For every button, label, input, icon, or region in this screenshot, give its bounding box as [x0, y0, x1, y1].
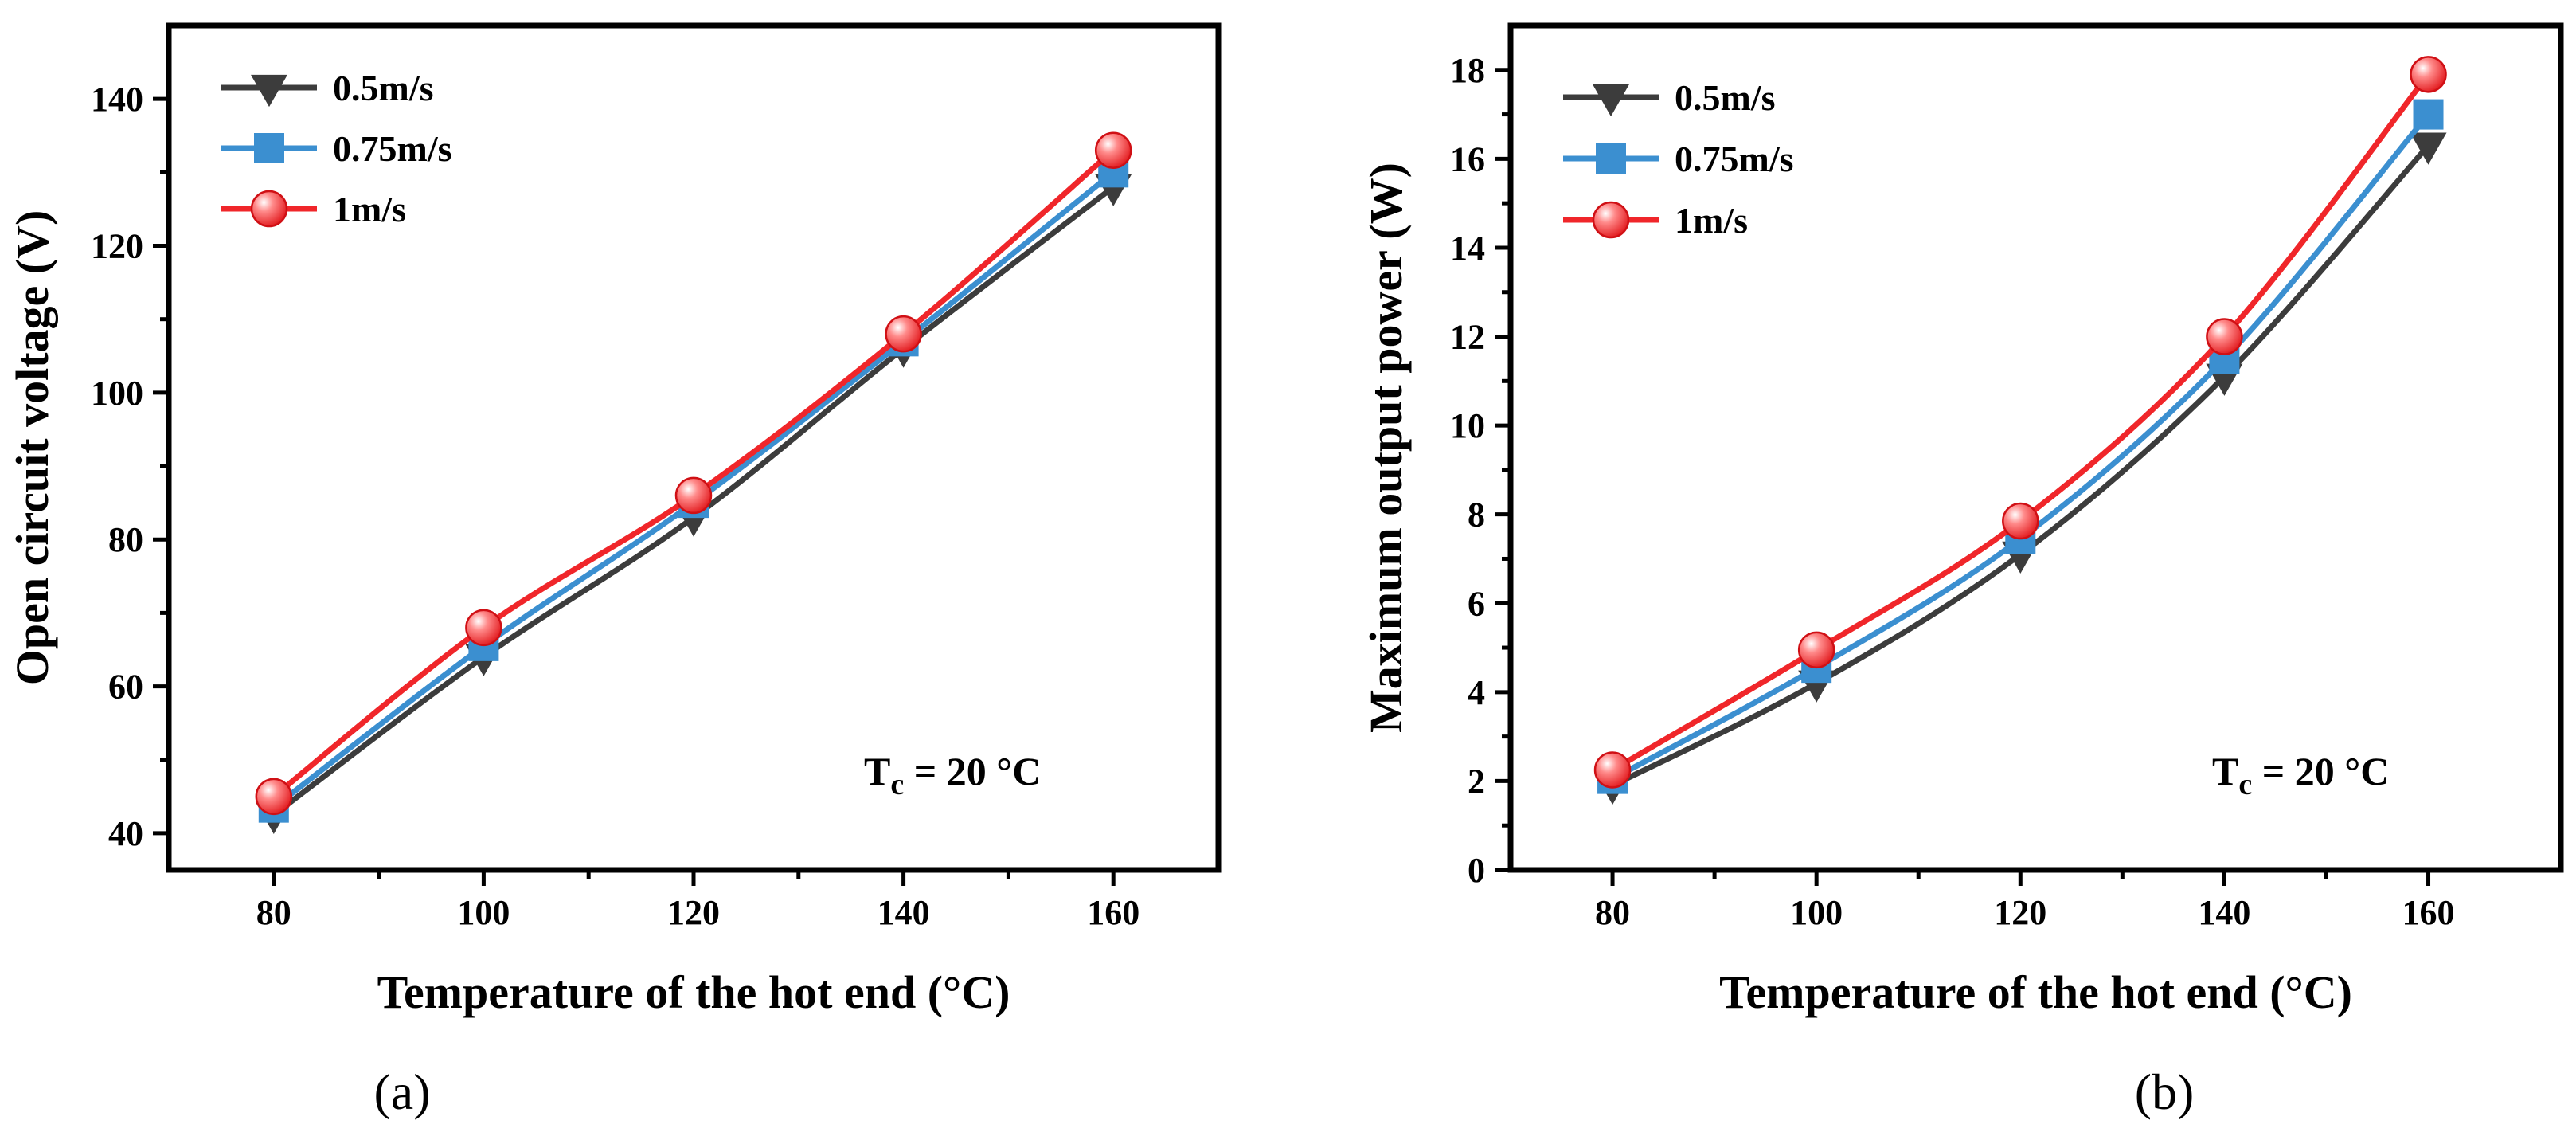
legend-item: 0.75m/s — [221, 128, 452, 169]
x-tick-label: 120 — [1994, 893, 2046, 932]
annotation-rest: = 20 °C — [2252, 749, 2389, 793]
y-axis-title: Open circuit voltage (V) — [6, 210, 58, 686]
y-tick-label: 2 — [1468, 762, 1485, 801]
x-tick-label: 100 — [1790, 893, 1843, 932]
plot-frame — [166, 22, 1222, 873]
panel-label: (b) — [2135, 1064, 2195, 1120]
data-point — [2206, 318, 2243, 355]
annotation-sub: c — [2238, 768, 2252, 801]
data-point — [1094, 131, 1132, 169]
y-tick-label: 10 — [1450, 406, 1485, 445]
panel-label: (a) — [373, 1064, 430, 1120]
chart-panel-a: 80 100 120 140 160 40 60 80 100 120 140 0.5m/s 0.75m… — [6, 22, 1222, 1120]
series-2 — [255, 131, 1132, 816]
data-point — [885, 315, 922, 353]
data-point — [1593, 751, 1632, 789]
legend-marker — [1593, 84, 1629, 117]
y-tick-label: 80 — [108, 520, 143, 559]
data-point — [465, 609, 502, 647]
data-point — [674, 476, 713, 515]
y-tick-label: 8 — [1468, 496, 1485, 535]
y-tick-label: 4 — [1468, 673, 1485, 712]
x-tick-label: 120 — [667, 893, 720, 932]
legend-marker — [1592, 201, 1630, 239]
legend-marker — [250, 190, 288, 228]
annotation-tc: Tc = 20 °C — [2212, 749, 2389, 801]
axis-ticks: 80 100 120 140 160 0 2 4 6 8 10 12 14 16 18 — [1450, 51, 2455, 932]
legend-item: 0.75m/s — [1563, 139, 1794, 179]
x-axis-title: Temperature of the hot end (°C) — [1719, 966, 2352, 1018]
x-tick-label: 160 — [1087, 893, 1139, 932]
y-tick-label: 14 — [1450, 229, 1485, 268]
series-2 — [1593, 56, 2447, 789]
data-point — [2410, 132, 2447, 165]
x-tick-label: 140 — [2198, 893, 2250, 932]
legend-label: 0.5m/s — [333, 68, 434, 108]
legend-label: 0.75m/s — [333, 128, 452, 169]
legend-item: 0.5m/s — [221, 68, 434, 108]
x-tick-label: 160 — [2402, 893, 2455, 932]
y-tick-label: 60 — [108, 668, 143, 707]
data-point — [2002, 502, 2039, 540]
annotation-rest: = 20 °C — [904, 749, 1041, 793]
y-tick-label: 18 — [1450, 51, 1485, 90]
legend-item: 0.5m/s — [1563, 77, 1776, 118]
y-tick-label: 40 — [108, 814, 143, 853]
legend-marker — [254, 133, 284, 163]
annotation-sub: c — [890, 768, 904, 801]
legend-item: 1m/s — [221, 189, 406, 229]
legend-label: 0.5m/s — [1675, 77, 1776, 118]
y-tick-label: 12 — [1450, 318, 1485, 357]
y-tick-label: 6 — [1468, 584, 1485, 623]
y-tick-label: 16 — [1450, 139, 1485, 178]
y-axis-title: Maximum output power (W) — [1360, 163, 1412, 733]
annotation-main: T — [2212, 749, 2238, 793]
annotation-main: T — [864, 749, 890, 793]
plot-frame — [1507, 22, 2564, 873]
legend-label: 0.75m/s — [1675, 139, 1794, 179]
annotation-tc: Tc = 20 °C — [864, 749, 1041, 801]
series-line — [271, 147, 1116, 800]
y-tick-label: 120 — [91, 227, 143, 266]
x-tick-label: 80 — [256, 893, 291, 932]
legend-marker — [1596, 143, 1626, 174]
axis-ticks: 80 100 120 140 160 40 60 80 100 120 140 — [91, 80, 1139, 932]
x-axis-title: Temperature of the hot end (°C) — [377, 966, 1010, 1018]
x-tick-label: 140 — [878, 893, 930, 932]
y-tick-label: 0 — [1468, 851, 1485, 890]
x-tick-label: 100 — [457, 893, 510, 932]
legend-label: 1m/s — [333, 189, 406, 229]
legend-marker — [251, 74, 287, 108]
legend: 0.5m/s 0.75m/s 1m/s — [221, 68, 452, 229]
legend-item: 1m/s — [1563, 200, 1748, 241]
data-point — [1797, 631, 1835, 669]
data-point — [255, 778, 293, 816]
data-point — [2410, 56, 2447, 93]
chart-panel-b: 80 100 120 140 160 0 2 4 6 8 10 12 14 16 18 0.5m/s 0.75m… — [1360, 22, 2564, 1120]
y-tick-label: 140 — [91, 80, 143, 119]
x-tick-label: 80 — [1595, 893, 1630, 932]
legend-label: 1m/s — [1675, 200, 1748, 241]
data-point — [2413, 99, 2444, 130]
legend: 0.5m/s 0.75m/s 1m/s — [1563, 77, 1794, 241]
y-tick-label: 100 — [91, 374, 143, 413]
